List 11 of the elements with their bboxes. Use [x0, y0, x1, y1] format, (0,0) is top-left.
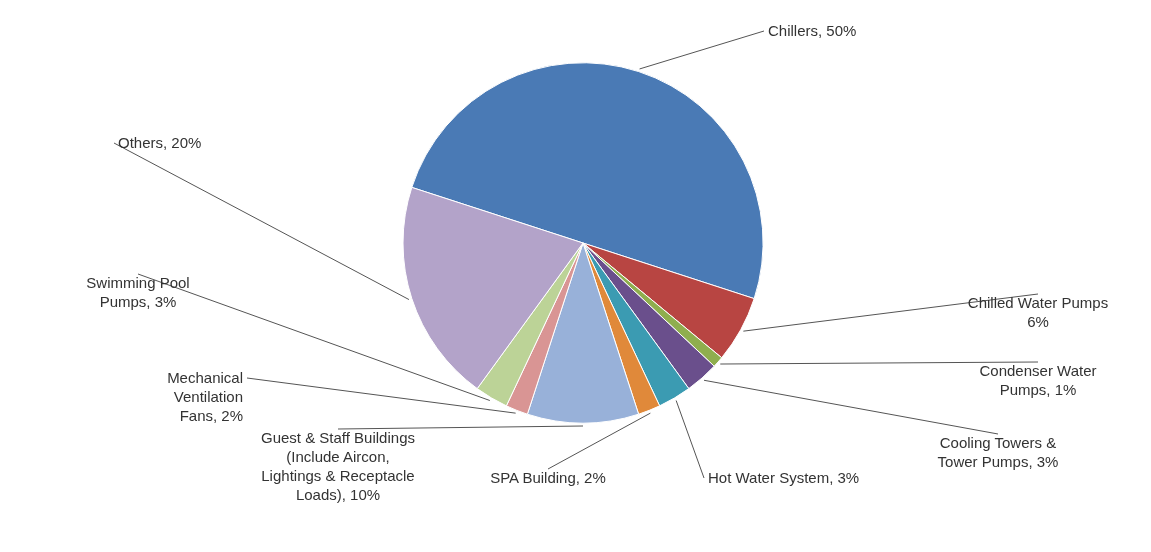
slice-label: Hot Water System, 3% — [708, 469, 860, 486]
slice-label: Guest & Staff Buildings (Include Aircon, Lightings & Receptacle Loads), 10% — [261, 429, 415, 503]
slice-label: SPA Building, 2% — [490, 469, 606, 486]
slice-label: Others, 20% — [118, 134, 202, 151]
slice-label: Chilled Water Pumps — [967, 294, 1109, 311]
slice-label: Mechanical Ventilation Fans, 2% — [167, 369, 243, 424]
slice-label: Chillers, 50% — [768, 22, 857, 39]
slice-label: Cooling Towers & Tower Pumps, 3% — [937, 434, 1059, 470]
slice-label: Swimming Pool Pumps, 3% — [86, 274, 190, 310]
slice-label: Condenser Water Pumps, 1% — [979, 362, 1097, 398]
data-label: 6% — [1027, 313, 1049, 330]
